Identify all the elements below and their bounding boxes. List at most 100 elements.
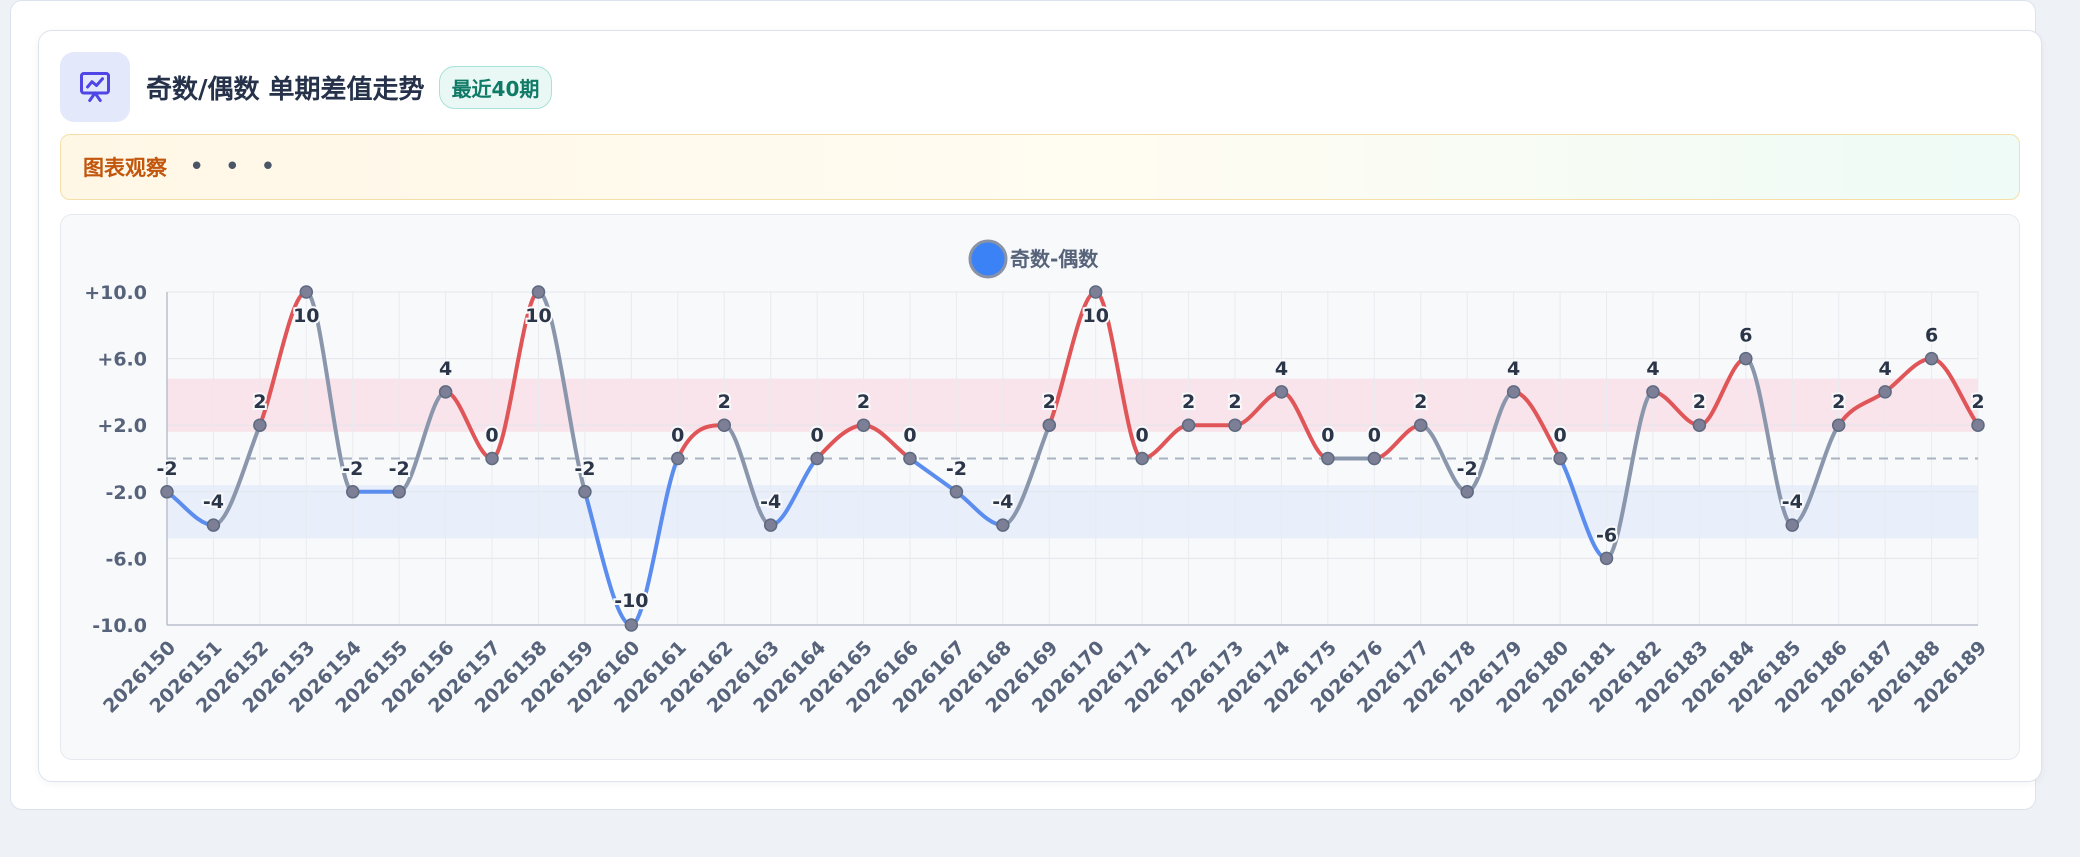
- series-line-segment: [1743, 356, 1795, 528]
- series-line-segment: [536, 290, 587, 494]
- data-label: 10: [525, 305, 551, 327]
- data-point: [1924, 351, 1939, 366]
- data-point: [206, 518, 221, 532]
- data-label: 0: [1136, 425, 1149, 447]
- data-point: [1460, 485, 1474, 499]
- data-label: 4: [1879, 358, 1892, 380]
- y-tick-label: -6.0: [105, 548, 147, 570]
- data-label: 6: [1925, 325, 1938, 347]
- data-point: [1321, 451, 1335, 466]
- y-tick-label: -10.0: [92, 615, 147, 637]
- band-negative: [167, 485, 1978, 539]
- data-point: [1414, 418, 1428, 432]
- data-point: [1181, 418, 1196, 432]
- data-point: [253, 418, 267, 432]
- data-point: [531, 285, 546, 299]
- data-label: 2: [1832, 391, 1845, 413]
- data-label: 0: [671, 425, 684, 447]
- data-label: 6: [1739, 325, 1752, 347]
- y-tick-label: +6.0: [97, 349, 147, 371]
- series-line-segment: [629, 456, 680, 627]
- data-point: [1878, 385, 1892, 399]
- data-point: [1553, 451, 1567, 466]
- data-label: 0: [485, 425, 498, 447]
- data-label: 2: [253, 391, 266, 413]
- data-point: [438, 385, 453, 399]
- data-label: 0: [1321, 425, 1334, 447]
- data-point: [810, 451, 824, 466]
- chart-observation-banner[interactable]: 图表观察 • • •: [60, 134, 2020, 200]
- legend-label: 奇数-偶数: [1010, 247, 1099, 271]
- data-point: [1646, 385, 1660, 399]
- data-label: 4: [1275, 358, 1288, 380]
- data-label: -2: [1457, 458, 1478, 480]
- data-label: 0: [1553, 425, 1566, 447]
- data-label: 2: [1182, 391, 1195, 413]
- data-point: [1599, 551, 1614, 566]
- y-tick-label: -2.0: [105, 482, 147, 504]
- data-point: [903, 451, 917, 466]
- data-point: [392, 485, 406, 499]
- data-point: [1088, 285, 1103, 299]
- data-label: 4: [439, 358, 452, 380]
- data-label: 2: [1228, 391, 1241, 413]
- series-line-segment: [1604, 389, 1655, 561]
- data-point: [1274, 385, 1289, 399]
- data-point: [1739, 351, 1753, 366]
- data-point: [1042, 418, 1057, 432]
- page-title: 奇数/偶数 单期差值走势: [146, 74, 425, 105]
- data-label: 2: [1414, 391, 1427, 413]
- presentation-chart-icon: [60, 52, 130, 122]
- y-tick-label: +2.0: [97, 415, 147, 437]
- data-label: 4: [1646, 358, 1659, 380]
- data-point: [485, 451, 499, 466]
- data-label: 0: [1368, 425, 1381, 447]
- data-point: [949, 485, 964, 499]
- data-label: 4: [1507, 358, 1520, 380]
- data-label: -2: [946, 458, 967, 480]
- data-label: 2: [1043, 391, 1056, 413]
- data-point: [1831, 418, 1846, 432]
- period-badge: 最近40期: [438, 65, 553, 109]
- data-label: -4: [760, 491, 781, 513]
- data-label: -4: [1782, 491, 1803, 513]
- data-point: [1506, 385, 1521, 399]
- y-tick-label: +10.0: [84, 282, 147, 304]
- data-label: 10: [293, 305, 319, 327]
- data-label: 0: [903, 425, 916, 447]
- series-line-segment: [490, 290, 541, 461]
- data-label: -6: [1596, 524, 1617, 546]
- data-point: [856, 418, 871, 432]
- data-point: [160, 485, 174, 499]
- data-point: [1228, 418, 1242, 432]
- data-label: 2: [1971, 391, 1984, 413]
- more-dots-icon[interactable]: • • •: [189, 152, 282, 182]
- data-point: [578, 485, 592, 499]
- data-label: 10: [1082, 305, 1108, 327]
- data-point: [1971, 418, 1985, 432]
- data-label: -4: [203, 491, 224, 513]
- data-point: [671, 451, 685, 466]
- data-point: [1785, 518, 1800, 532]
- data-label: -2: [342, 458, 363, 480]
- data-point: [1367, 451, 1382, 466]
- observation-label: 图表观察: [83, 156, 167, 180]
- series-line-segment: [1093, 290, 1145, 461]
- data-point: [1692, 418, 1707, 432]
- data-label: -2: [156, 458, 177, 480]
- data-label: -10: [614, 590, 648, 612]
- card-header: 奇数/偶数 单期差值走势 最近40期: [60, 52, 553, 122]
- series-line-segment: [304, 290, 355, 494]
- data-label: 2: [857, 391, 870, 413]
- data-label: 0: [810, 425, 823, 447]
- data-label: -4: [992, 491, 1013, 513]
- data-label: -2: [574, 458, 595, 480]
- data-point: [1135, 451, 1149, 466]
- legend-dot: [968, 239, 1008, 279]
- data-point: [299, 285, 314, 299]
- data-label: -2: [389, 458, 410, 480]
- data-point: [345, 485, 360, 499]
- data-label: 2: [1693, 391, 1706, 413]
- data-label: 2: [718, 391, 731, 413]
